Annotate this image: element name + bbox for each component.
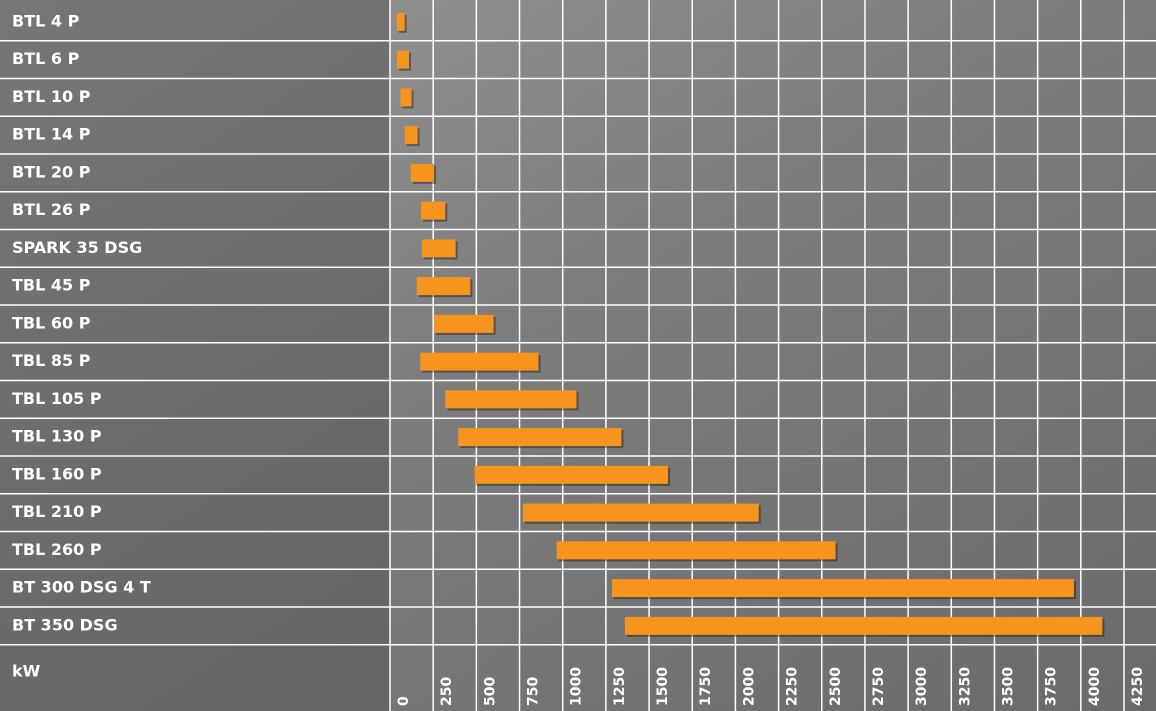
- bar: [474, 465, 669, 484]
- x-tick-label: 1000: [569, 667, 585, 706]
- x-tick-label: 0: [396, 696, 412, 706]
- x-tick-label: 2000: [741, 667, 757, 706]
- category-label: BTL 26 P: [12, 200, 91, 219]
- bar: [421, 201, 446, 220]
- category-label: BT 300 DSG 4 T: [12, 578, 151, 597]
- bar: [416, 277, 471, 296]
- category-label: BTL 14 P: [12, 125, 91, 144]
- x-tick-label: 4250: [1130, 667, 1146, 706]
- bar: [396, 50, 409, 69]
- x-tick-label: 4000: [1087, 667, 1103, 706]
- bar: [624, 616, 1103, 635]
- x-tick-label: 3500: [1000, 667, 1016, 706]
- bar: [458, 428, 622, 447]
- bar: [404, 126, 418, 145]
- x-tick-label: 2500: [828, 667, 844, 706]
- bar: [396, 12, 405, 31]
- category-label: SPARK 35 DSG: [12, 238, 142, 257]
- x-tick-label: 3750: [1044, 667, 1060, 706]
- x-tick-label: 2250: [785, 667, 801, 706]
- category-label: BTL 4 P: [12, 11, 80, 30]
- label-panel: [0, 0, 390, 711]
- category-label: TBL 105 P: [12, 389, 102, 408]
- category-label: TBL 160 P: [12, 464, 102, 483]
- x-tick-label: 1750: [698, 667, 714, 706]
- category-label: TBL 60 P: [12, 313, 91, 332]
- bar: [556, 541, 836, 560]
- bar: [611, 579, 1074, 598]
- x-axis-label: kW: [12, 662, 41, 681]
- x-tick-label: 3250: [957, 667, 973, 706]
- bar: [445, 390, 577, 409]
- bar: [434, 314, 494, 333]
- x-tick-label: 2750: [871, 667, 887, 706]
- bar: [410, 163, 435, 182]
- category-label: BTL 6 P: [12, 49, 80, 68]
- bar: [420, 352, 539, 371]
- category-label: TBL 260 P: [12, 540, 102, 559]
- bar: [421, 239, 456, 258]
- category-label: TBL 45 P: [12, 276, 91, 295]
- category-label: BT 350 DSG: [12, 615, 118, 634]
- x-tick-label: 250: [439, 677, 455, 706]
- x-tick-label: 1250: [612, 667, 628, 706]
- category-label: TBL 130 P: [12, 427, 102, 446]
- x-tick-label: 750: [526, 677, 542, 706]
- category-label: TBL 210 P: [12, 502, 102, 521]
- bar: [522, 503, 759, 522]
- category-label: BTL 20 P: [12, 162, 91, 181]
- x-tick-label: 1500: [655, 667, 671, 706]
- x-tick-label: 3000: [914, 667, 930, 706]
- x-tick-label: 500: [482, 677, 498, 706]
- category-label: BTL 10 P: [12, 87, 91, 106]
- bar: [400, 88, 412, 107]
- category-label: TBL 85 P: [12, 351, 91, 370]
